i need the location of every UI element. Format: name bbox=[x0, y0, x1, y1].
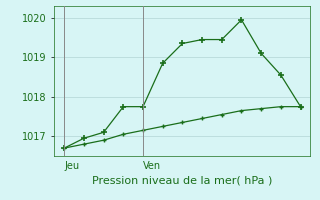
X-axis label: Pression niveau de la mer( hPa ): Pression niveau de la mer( hPa ) bbox=[92, 175, 273, 185]
Text: Jeu: Jeu bbox=[64, 161, 79, 171]
Text: Ven: Ven bbox=[143, 161, 161, 171]
